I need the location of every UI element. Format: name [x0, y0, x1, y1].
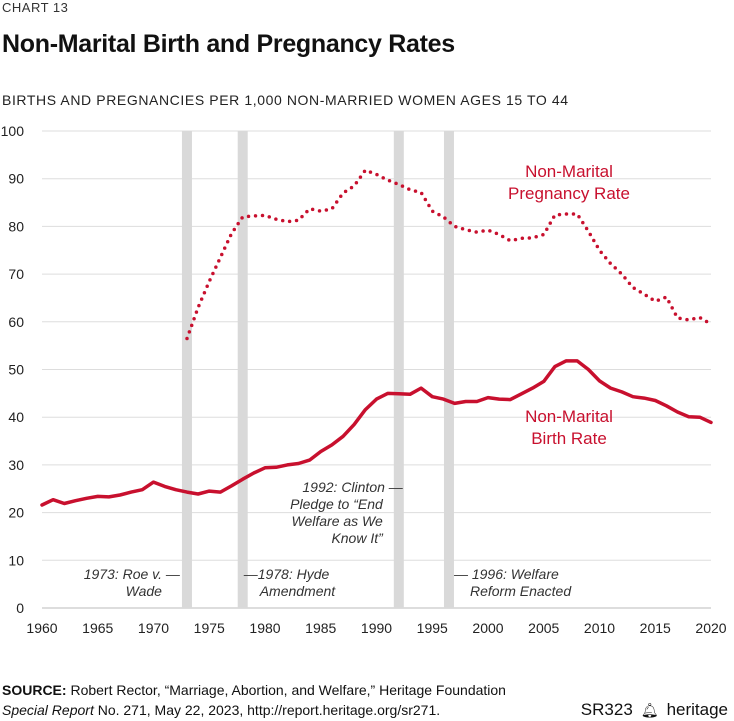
x-tick-label: 1990 — [361, 620, 392, 636]
report-series: Special Report — [2, 702, 94, 718]
band-annotation: — 1996: Welfare — [453, 566, 559, 582]
band-annotation: Reform Enacted — [470, 583, 572, 599]
series-label: Non-Marital — [525, 162, 613, 181]
birth-rate-line — [40, 359, 713, 507]
pregnancy-rate-line — [185, 168, 713, 341]
y-tick-label: 30 — [8, 457, 24, 473]
x-tick-label: 1980 — [249, 620, 280, 636]
report-id: SR323 — [580, 700, 633, 719]
source-text: Robert Rector, “Marriage, Abortion, and … — [70, 682, 506, 698]
x-tick-label: 1995 — [417, 620, 448, 636]
x-tick-label: 1965 — [82, 620, 113, 636]
series-label: Pregnancy Rate — [508, 184, 630, 203]
brand-name: heritage — [666, 700, 728, 719]
band-annotation: 1992: Clinton — — [302, 479, 403, 495]
y-tick-label: 70 — [8, 266, 24, 282]
report-details: No. 271, May 22, 2023, http://report.her… — [97, 702, 441, 718]
y-tick-label: 20 — [8, 505, 24, 521]
brand: SR323 🔔︎ heritage — [581, 700, 728, 720]
x-tick-label: 2020 — [695, 620, 726, 636]
event-band — [443, 131, 454, 608]
band-annotation: Welfare as We — [292, 513, 384, 529]
series-label: Non-Marital — [525, 407, 613, 426]
band-annotation: Pledge to “End — [290, 496, 384, 512]
band-annotation: Amendment — [259, 583, 337, 599]
event-band — [393, 131, 404, 608]
chart-label: CHART 13 — [2, 0, 69, 15]
y-tick-label: 10 — [8, 552, 24, 568]
series-label: Birth Rate — [531, 429, 607, 448]
x-tick-label: 1975 — [194, 620, 225, 636]
band-annotation: Know It” — [331, 530, 384, 546]
chart-title: Non-Marital Birth and Pregnancy Rates — [2, 30, 455, 58]
x-tick-label: 1970 — [138, 620, 169, 636]
x-tick-label: 2010 — [584, 620, 615, 636]
y-tick-label: 50 — [8, 362, 24, 378]
source-label: SOURCE: — [2, 682, 67, 698]
x-tick-label: 1985 — [305, 620, 336, 636]
x-tick-label: 2005 — [528, 620, 559, 636]
source-note: SOURCE: Robert Rector, “Marriage, Aborti… — [2, 680, 562, 720]
x-tick-label: 2015 — [640, 620, 671, 636]
x-tick-label: 1960 — [26, 620, 57, 636]
band-annotation: —1978: Hyde — [243, 566, 330, 582]
bell-icon: 🔔︎ — [640, 701, 659, 718]
y-tick-label: 60 — [8, 314, 24, 330]
y-tick-label: 40 — [8, 409, 24, 425]
chart-subtitle: BIRTHS AND PREGNANCIES PER 1,000 NON-MAR… — [2, 92, 569, 108]
band-annotation: Wade — [126, 583, 163, 599]
x-tick-label: 2000 — [472, 620, 503, 636]
y-tick-label: 90 — [8, 171, 24, 187]
event-band — [237, 131, 248, 608]
event-band — [181, 131, 192, 608]
y-tick-label: 0 — [16, 600, 24, 616]
line-chart: 0 10 20 30 40 50 60 70 80 90 100 1960 1965 1970 1975 19… — [1, 123, 727, 636]
y-tick-label: 80 — [8, 218, 24, 234]
band-annotation: 1973: Roe v. — — [84, 566, 181, 582]
y-tick-label: 100 — [1, 123, 25, 139]
